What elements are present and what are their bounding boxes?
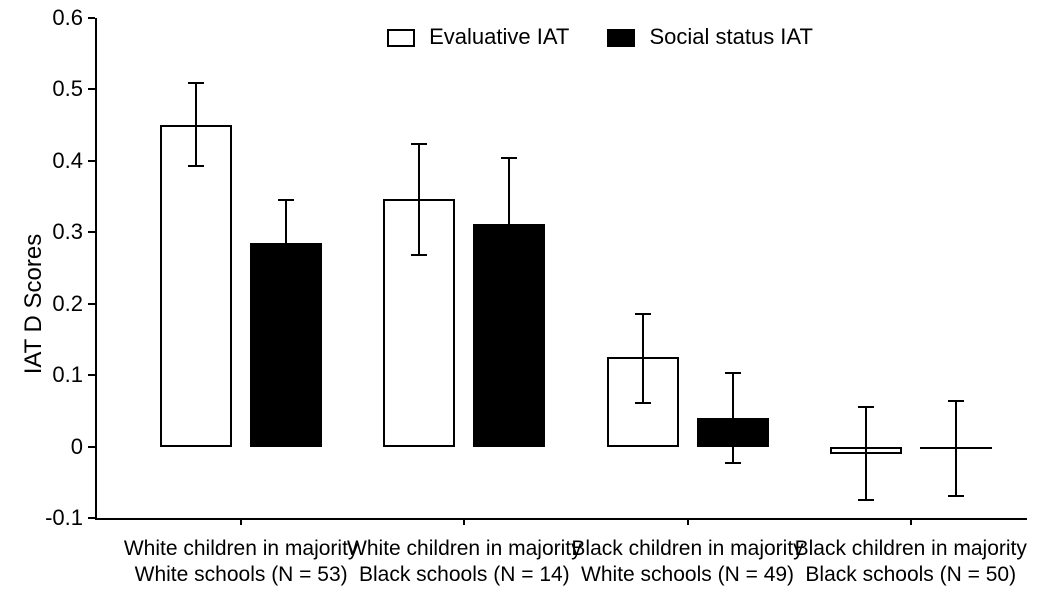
- x-group-label-line2: Black schools (N = 50): [781, 562, 1041, 588]
- legend-label-evaluative: Evaluative IAT: [429, 24, 569, 49]
- x-group-label-line1: White children in majority: [334, 536, 594, 562]
- x-group-label-line2: Black schools (N = 14): [334, 562, 594, 588]
- chart-container: IAT D Scores Evaluative IAT Social statu…: [0, 0, 1050, 608]
- bar: [160, 125, 232, 446]
- error-bar-lower: [732, 418, 734, 464]
- plot-area: Evaluative IAT Social status IAT -0.100.…: [95, 18, 1027, 520]
- y-tick-label: 0.1: [52, 362, 97, 388]
- legend-label-socialstatus: Social status IAT: [649, 24, 812, 49]
- error-bar-upper: [418, 143, 420, 199]
- x-group-label: Black children in majorityWhite schools …: [558, 518, 818, 589]
- legend-item-evaluative: Evaluative IAT: [387, 24, 569, 50]
- legend-swatch-open: [387, 29, 415, 47]
- x-group-label-line1: White children in majority: [111, 536, 371, 562]
- error-bar-lower: [955, 449, 957, 497]
- error-bar-upper: [955, 400, 957, 449]
- error-bar-upper: [508, 157, 510, 223]
- y-tick-label: 0.3: [52, 219, 97, 245]
- error-bar-lower: [195, 125, 197, 166]
- legend-swatch-solid: [607, 29, 635, 47]
- y-tick-label: 0: [71, 434, 97, 460]
- error-bar-upper: [195, 82, 197, 125]
- error-bar-upper: [732, 372, 734, 418]
- y-tick-label: 0.4: [52, 148, 97, 174]
- x-group-label-line2: White schools (N = 53): [111, 562, 371, 588]
- x-group-label-line1: Black children in majority: [558, 536, 818, 562]
- error-bar-lower: [508, 224, 510, 291]
- error-bar-lower: [865, 454, 867, 501]
- x-group-label: White children in majorityWhite schools …: [111, 518, 371, 589]
- legend-item-socialstatus: Social status IAT: [607, 24, 813, 50]
- y-tick-label: 0.2: [52, 291, 97, 317]
- error-bar-lower: [418, 199, 420, 256]
- y-tick-label: -0.1: [45, 505, 97, 531]
- x-group-label: Black children in majorityBlack schools …: [781, 518, 1041, 589]
- error-bar-upper: [642, 313, 644, 357]
- y-tick-label: 0.5: [52, 76, 97, 102]
- x-group-label-line2: White schools (N = 49): [558, 562, 818, 588]
- legend: Evaluative IAT Social status IAT: [387, 24, 813, 50]
- error-bar-lower: [642, 357, 644, 403]
- x-group-label: White children in majorityBlack schools …: [334, 518, 594, 589]
- y-tick-label: 0.6: [52, 5, 97, 31]
- error-bar-upper: [285, 199, 287, 243]
- error-bar-upper: [865, 406, 867, 454]
- x-group-label-line1: Black children in majority: [781, 536, 1041, 562]
- y-axis-title: IAT D Scores: [20, 234, 48, 374]
- error-bar-lower: [285, 243, 287, 288]
